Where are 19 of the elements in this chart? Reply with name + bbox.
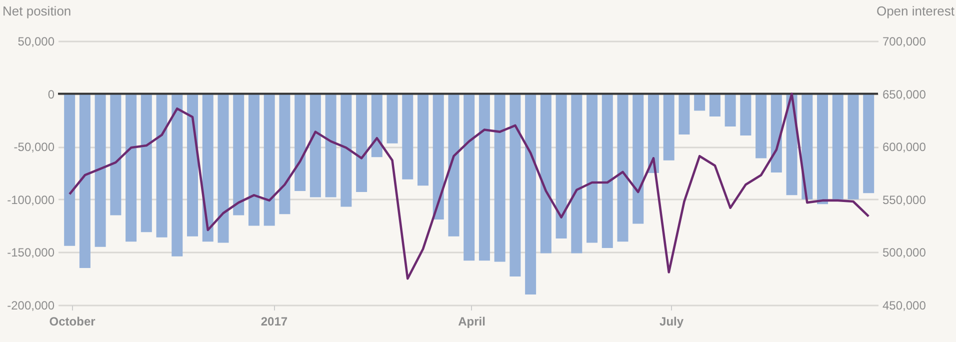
y-tick-label: -100,000 [7, 192, 55, 207]
y-tick-label: -200,000 [7, 298, 55, 312]
y2-tick-label: 650,000 [882, 87, 926, 102]
x-tick-label: 2017 [260, 314, 288, 328]
y2-tick-label: 500,000 [882, 246, 926, 260]
y2-tick-label: 550,000 [882, 192, 926, 207]
y-axis-title: Net position [2, 4, 72, 18]
y2-tick-label: 700,000 [882, 34, 926, 48]
x-tick-label: October [49, 314, 96, 328]
y2-tick-label: 600,000 [882, 140, 926, 154]
y2-axis-title: Open interest [876, 4, 955, 18]
y-tick-label: -50,000 [14, 140, 55, 154]
x-tick-label: July [660, 314, 684, 328]
y-tick-label: 0 [48, 87, 55, 102]
x-tick-label: April [458, 314, 486, 328]
y2-tick-label: 450,000 [882, 298, 926, 312]
y-tick-label: 50,000 [18, 34, 55, 48]
line-series [68, 92, 870, 280]
y-tick-label: -150,000 [7, 246, 55, 260]
